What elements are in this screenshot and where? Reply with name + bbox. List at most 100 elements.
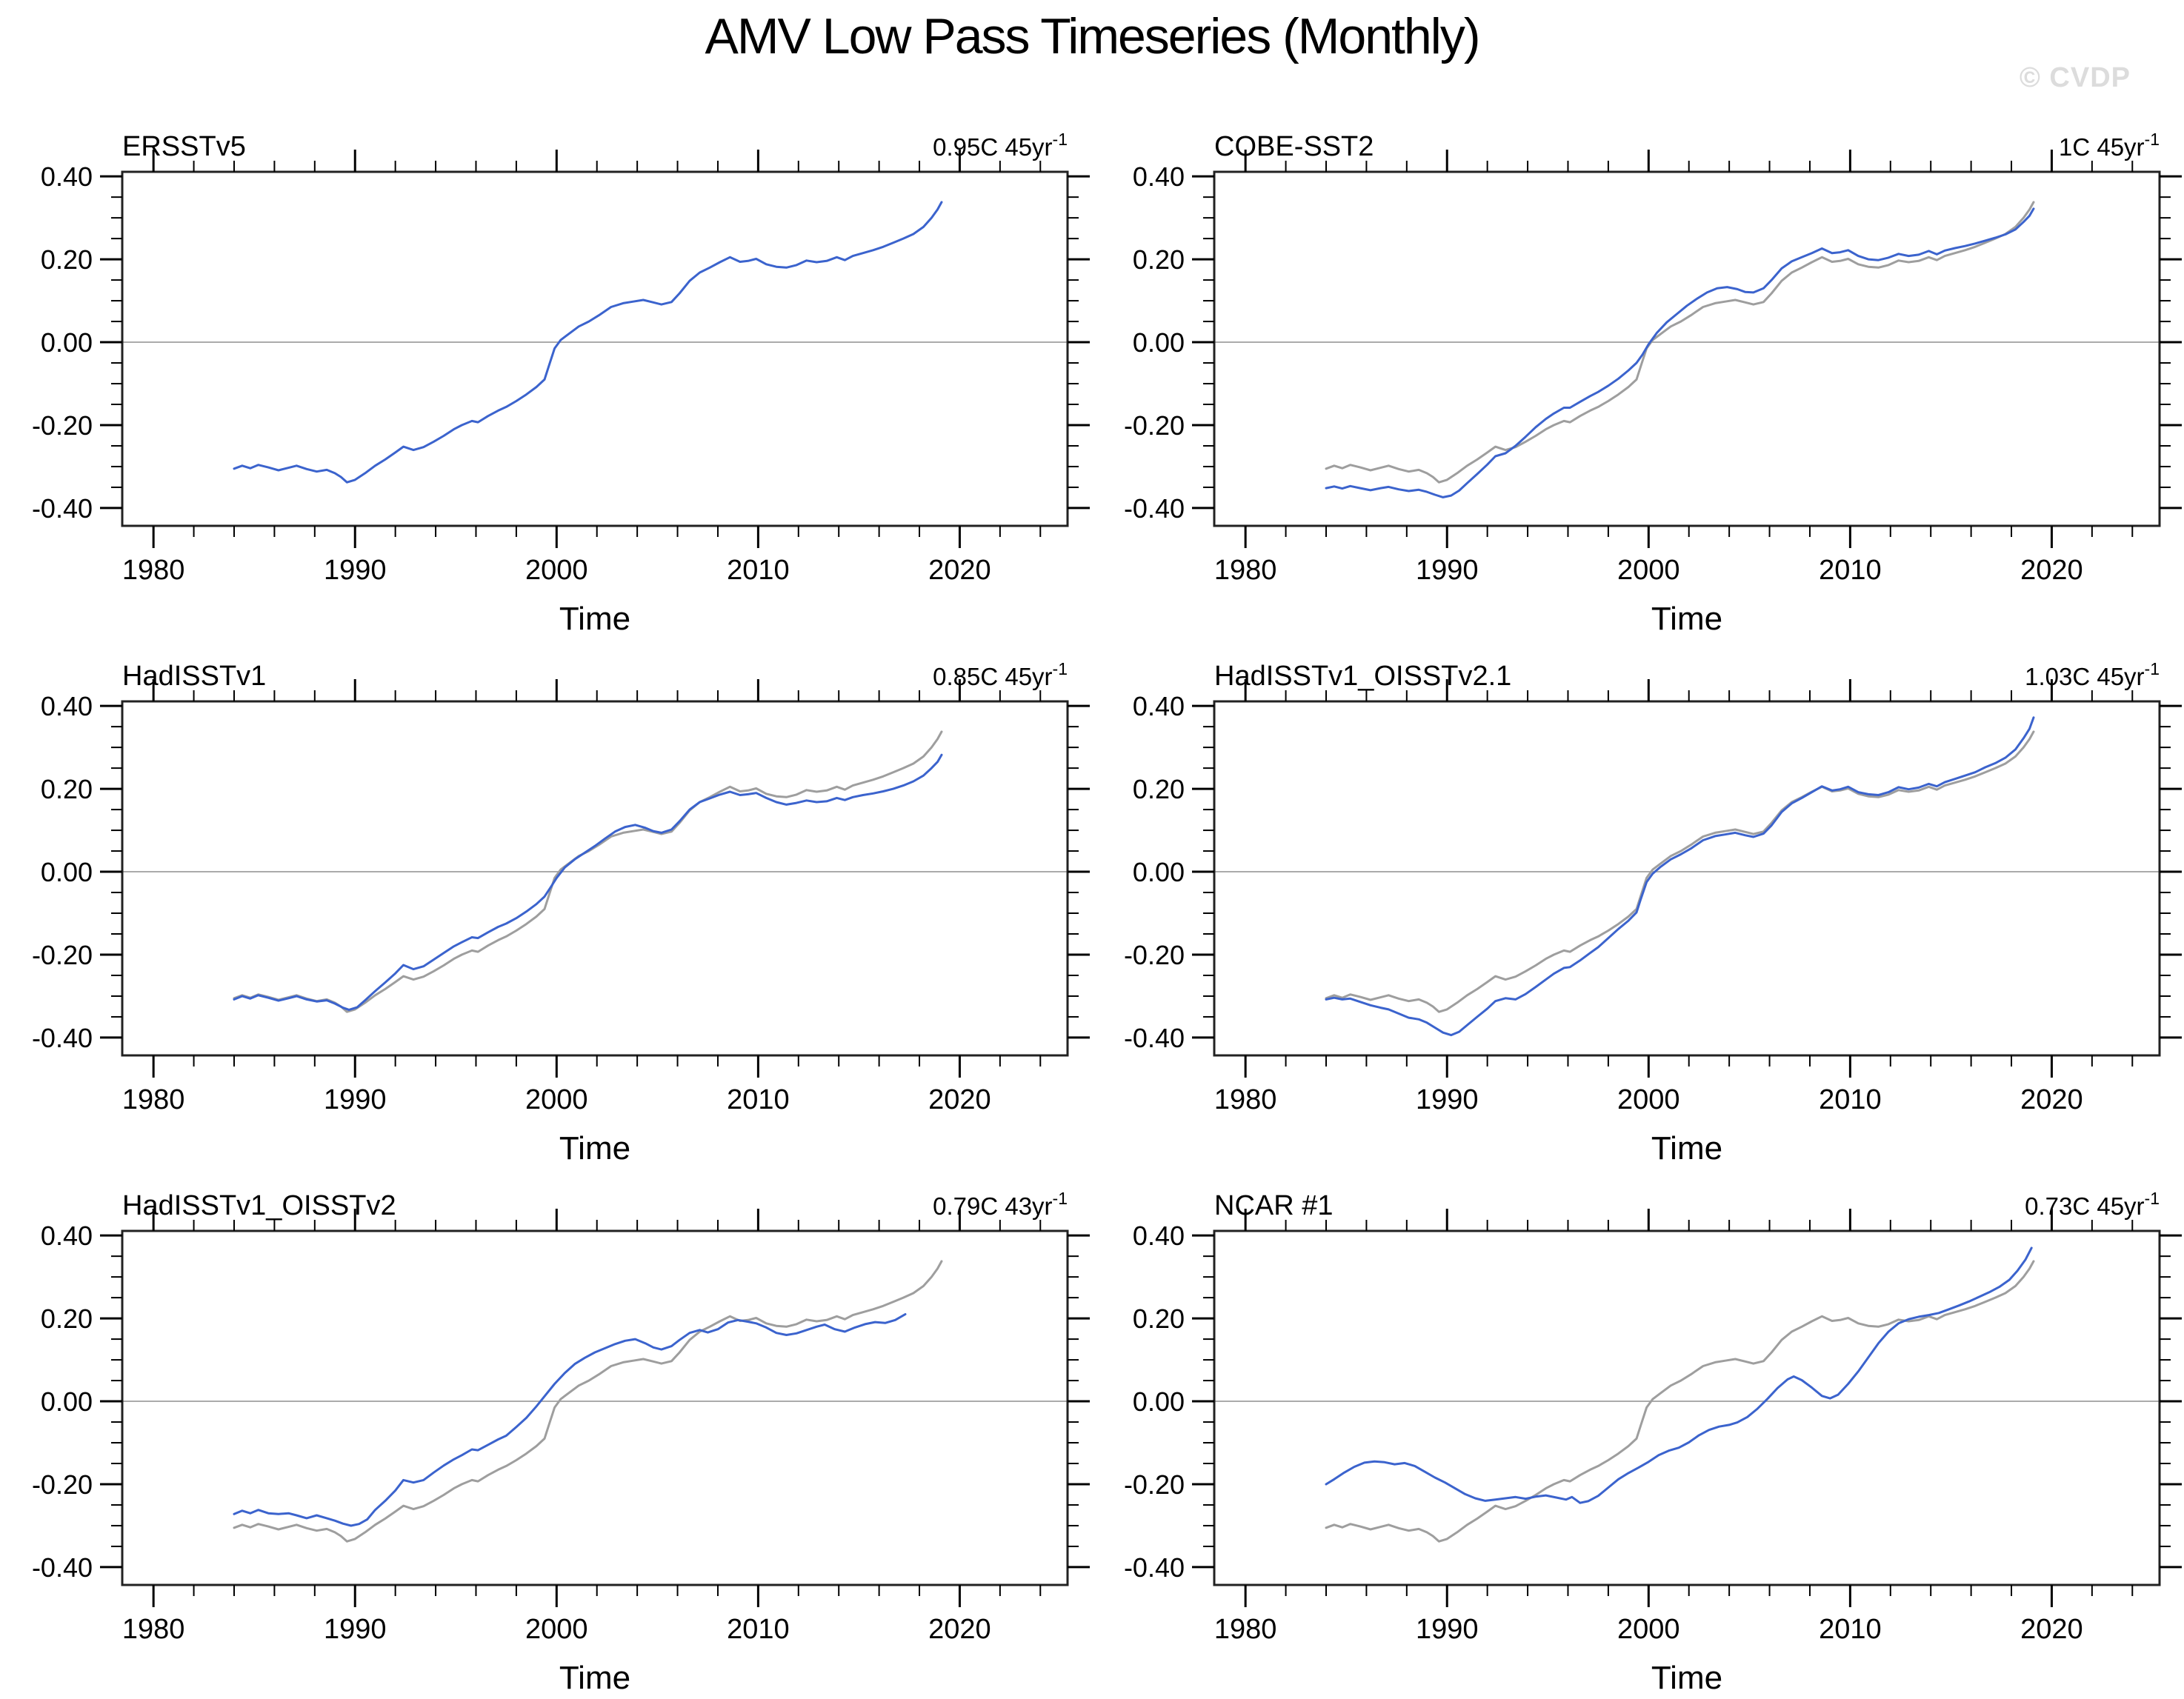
cvdp-watermark: © CVDP — [2019, 62, 2131, 93]
x-tick-label: 2020 — [2020, 1084, 2083, 1115]
x-tick-label: 2000 — [1617, 1614, 1680, 1645]
x-tick-label: 2000 — [525, 1084, 588, 1115]
x-tick-label: 2020 — [928, 1614, 991, 1645]
series-line-primary — [233, 201, 943, 484]
panel-trend-label: 0.79C 43yr-1 — [933, 1189, 1068, 1220]
panel-trend-label: 0.95C 45yr-1 — [933, 130, 1068, 161]
series-line-primary — [1325, 207, 2035, 498]
series-line-reference — [1325, 1260, 2035, 1543]
y-tick-label: 0.00 — [1133, 1386, 1185, 1417]
x-tick-label: 2010 — [1819, 1084, 1882, 1115]
panel-hadisstv1: HadISSTv1 0.85C 45yr-1 1980 1990 2000 2010 202… — [32, 659, 1090, 1163]
x-tick-label: 1990 — [324, 1084, 387, 1115]
series-line-reference — [1325, 201, 2035, 484]
x-axis-title: Time — [1651, 601, 1722, 633]
x-tick-label: 1980 — [122, 1084, 185, 1115]
x-tick-label: 2020 — [928, 555, 991, 586]
y-tick-label: -0.40 — [32, 1552, 93, 1583]
x-tick-label: 1980 — [122, 555, 185, 586]
x-tick-label: 2010 — [727, 1614, 790, 1645]
y-tick-label: 0.40 — [1133, 691, 1185, 721]
panel-title: HadISSTv1_OISSTv2.1 — [1214, 661, 1511, 692]
x-tick-label: 2000 — [525, 1614, 588, 1645]
plot-frame — [121, 1229, 1069, 1586]
panel-title: ERSSTv5 — [122, 131, 246, 162]
x-tick-label: 2010 — [727, 555, 790, 586]
x-axis-title: Time — [1651, 1660, 1722, 1692]
x-tick-label: 1980 — [1214, 1084, 1277, 1115]
x-tick-label: 1990 — [1416, 555, 1479, 586]
y-tick-label: 0.40 — [1133, 1221, 1185, 1251]
panel-title: HadISSTv1 — [122, 661, 266, 692]
y-tick-label: 0.40 — [41, 161, 93, 192]
y-tick-label: -0.40 — [1124, 1023, 1185, 1053]
panel-trend-label: 0.85C 45yr-1 — [933, 659, 1068, 690]
y-tick-label: 0.40 — [41, 691, 93, 721]
x-tick-label: 1990 — [324, 1614, 387, 1645]
panel-hadisstv1-oisstv2-1: HadISSTv1_OISSTv2.1 1.03C 45yr-1 1980 1990 2… — [1124, 659, 2182, 1163]
x-tick-label: 2010 — [1819, 555, 1882, 586]
panel-ersstv5: ERSSTv5 0.95C 45yr-1 1980 1990 2000 2010 2020 0… — [32, 130, 1090, 633]
x-tick-label: 1990 — [1416, 1084, 1479, 1115]
x-axis-title: Time — [559, 1660, 630, 1692]
series-line-reference — [233, 1260, 943, 1543]
x-tick-label: 1990 — [324, 555, 387, 586]
x-tick-label: 1980 — [1214, 1614, 1277, 1645]
x-axis-title: Time — [1651, 1130, 1722, 1163]
x-tick-label: 1990 — [1416, 1614, 1479, 1645]
y-tick-label: -0.20 — [32, 940, 93, 970]
panel-trend-label: 1C 45yr-1 — [2059, 130, 2160, 161]
x-tick-label: 1980 — [1214, 555, 1277, 586]
x-tick-label: 2000 — [1617, 555, 1680, 586]
y-tick-label: 0.00 — [1133, 327, 1185, 358]
x-axis-title: Time — [559, 601, 630, 633]
y-tick-label: 0.40 — [41, 1221, 93, 1251]
panel-title: NCAR #1 — [1214, 1190, 1334, 1221]
plot-frame — [1213, 1229, 2161, 1586]
panel-trend-label: 0.73C 45yr-1 — [2025, 1189, 2160, 1220]
plot-frame — [121, 170, 1069, 527]
x-tick-label: 2000 — [1617, 1084, 1680, 1115]
y-tick-label: 0.00 — [1133, 857, 1185, 887]
x-tick-label: 2020 — [2020, 1614, 2083, 1645]
y-tick-label: 0.00 — [41, 327, 93, 358]
figure-title: AMV Low Pass Timeseries (Monthly) — [705, 8, 1481, 64]
series-line-primary — [1325, 716, 2035, 1037]
panel-cobe-sst2: COBE-SST2 1C 45yr-1 1980 1990 2000 2010 2020 0.… — [1124, 130, 2182, 633]
x-tick-label: 2010 — [1819, 1614, 1882, 1645]
panel-trend-label: 1.03C 45yr-1 — [2025, 659, 2160, 690]
panel-title: COBE-SST2 — [1214, 131, 1374, 162]
series-line-reference — [1325, 730, 2035, 1013]
series-line-primary — [1325, 1246, 2033, 1504]
plot-frame — [1213, 170, 2161, 527]
x-tick-label: 1980 — [122, 1614, 185, 1645]
y-tick-label: 0.40 — [1133, 161, 1185, 192]
y-tick-label: -0.20 — [32, 410, 93, 441]
y-tick-label: -0.20 — [32, 1469, 93, 1500]
y-tick-label: -0.40 — [32, 493, 93, 524]
x-tick-label: 2010 — [727, 1084, 790, 1115]
series-line-primary — [233, 1313, 907, 1527]
y-tick-label: 0.00 — [41, 1386, 93, 1417]
panel-hadisstv1-oisstv2: HadISSTv1_OISSTv2 0.79C 43yr-1 1980 1990 200… — [32, 1189, 1090, 1692]
panel-title: HadISSTv1_OISSTv2 — [122, 1190, 396, 1221]
y-tick-label: -0.40 — [1124, 1552, 1185, 1583]
x-tick-label: 2020 — [2020, 555, 2083, 586]
plot-frame — [1213, 700, 2161, 1057]
plot-frame — [121, 700, 1069, 1057]
y-tick-label: 0.00 — [41, 857, 93, 887]
panel-ncar-1: NCAR #1 0.73C 45yr-1 1980 1990 2000 2010 2020 0… — [1124, 1189, 2182, 1692]
y-tick-label: 0.20 — [41, 244, 93, 275]
y-tick-label: -0.20 — [1124, 1469, 1185, 1500]
y-tick-label: 0.20 — [1133, 774, 1185, 804]
y-tick-label: 0.20 — [41, 1304, 93, 1334]
y-tick-label: 0.20 — [1133, 1304, 1185, 1334]
y-tick-label: -0.40 — [32, 1023, 93, 1053]
y-tick-label: -0.40 — [1124, 493, 1185, 524]
x-tick-label: 2020 — [928, 1084, 991, 1115]
y-tick-label: -0.20 — [1124, 410, 1185, 441]
y-tick-label: 0.20 — [41, 774, 93, 804]
x-axis-title: Time — [559, 1130, 630, 1163]
y-tick-label: 0.20 — [1133, 244, 1185, 275]
